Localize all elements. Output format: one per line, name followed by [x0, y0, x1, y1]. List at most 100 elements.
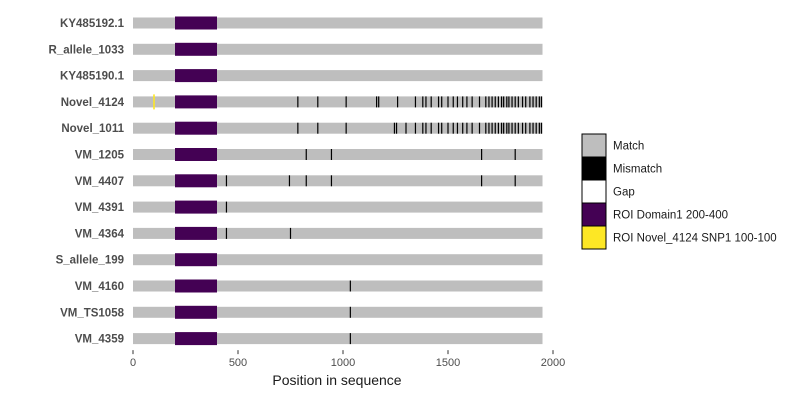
mismatch-mark [494, 96, 496, 108]
sequence-label: KY485192.1 [60, 18, 125, 30]
sequence-track: VM_4407 [75, 174, 543, 188]
roi-domain-bar [175, 174, 217, 188]
match-bar [133, 333, 543, 345]
mismatch-mark [491, 96, 493, 108]
legend-swatch [581, 133, 607, 158]
sequence-label: S_allele_199 [56, 255, 124, 267]
x-axis-title: Position in sequence [272, 372, 401, 388]
mismatch-mark [525, 96, 527, 108]
x-axis: 0 500 1000 1500 2000 [130, 350, 565, 369]
mismatch-mark [430, 122, 432, 134]
sequence-track: Novel_4124 [61, 94, 543, 110]
mismatch-mark [297, 96, 299, 108]
match-bar [133, 280, 543, 292]
mismatch-mark [297, 122, 299, 134]
mismatch-mark [491, 122, 493, 134]
sequence-track: KY485192.1 [60, 16, 543, 30]
sequence-label: VM_4364 [75, 228, 125, 240]
mismatch-mark [503, 96, 505, 108]
roi-domain-bar [175, 279, 217, 293]
mismatch-mark [500, 96, 503, 108]
roi-snp-mark [153, 94, 155, 110]
x-tick-label: 2000 [541, 357, 565, 369]
sequence-track: VM_TS1058 [60, 305, 543, 319]
mismatch-mark [511, 122, 513, 134]
mismatch-mark [405, 122, 407, 134]
mismatch-mark [414, 122, 417, 134]
mismatch-mark [540, 96, 543, 108]
mismatch-mark [514, 122, 516, 134]
mismatch-mark [535, 96, 537, 108]
sequence-track: Novel_1011 [61, 121, 543, 135]
mismatch-mark [345, 96, 347, 108]
mismatch-mark [462, 96, 464, 108]
mismatch-mark [393, 122, 396, 134]
mismatch-mark [525, 122, 527, 134]
mismatch-mark [514, 149, 516, 160]
sequence-track: VM_4359 [75, 332, 543, 346]
match-bar [133, 96, 543, 108]
roi-domain-bar [175, 253, 217, 267]
mismatch-mark [345, 122, 347, 134]
mismatch-mark [349, 280, 351, 292]
match-bar [133, 175, 543, 187]
legend-swatch [581, 179, 607, 204]
mismatch-mark [529, 96, 531, 108]
x-tick-label: 1500 [436, 357, 460, 369]
mismatch-mark [485, 96, 487, 108]
mismatch-mark [488, 96, 490, 108]
mismatch-mark [535, 122, 537, 134]
mismatch-mark [471, 122, 473, 134]
roi-domain-bar [175, 200, 217, 214]
mismatch-mark [447, 96, 449, 108]
legend-label: ROI Novel_4124 SNP1 100-100 [613, 233, 777, 245]
mismatch-mark [466, 122, 468, 134]
sequence-track: VM_1205 [75, 148, 543, 162]
mismatch-mark [288, 175, 291, 187]
mismatch-mark [529, 122, 531, 134]
legend-swatch [581, 156, 607, 181]
sequence-track: R_allele_1033 [49, 42, 543, 56]
mismatch-mark [466, 96, 468, 108]
mismatch-mark [481, 149, 483, 160]
roi-domain-bar [175, 69, 217, 83]
legend-label: ROI Domain1 200-400 [613, 210, 728, 222]
mismatch-mark [506, 122, 508, 134]
match-bar [133, 122, 543, 134]
match-bar [133, 306, 543, 318]
sequence-label: VM_1205 [75, 150, 125, 162]
mismatch-mark [511, 96, 513, 108]
mismatch-mark [485, 122, 487, 134]
roi-domain-bar [175, 226, 217, 240]
legend: Match Mismatch Gap ROI Domain1 200-400 ROI N… [581, 133, 777, 250]
sequence-label: VM_TS1058 [60, 307, 125, 319]
mismatch-mark [456, 96, 459, 108]
mismatch-mark [506, 96, 508, 108]
mismatch-mark [462, 122, 464, 134]
mismatch-mark [330, 149, 333, 160]
mismatch-mark [395, 122, 398, 134]
mismatch-mark [376, 96, 378, 108]
roi-domain-bar [175, 121, 217, 135]
roi-domain-bar [175, 95, 217, 109]
mismatch-mark [425, 122, 427, 134]
sequence-label: R_allele_1033 [49, 44, 124, 56]
match-bar [133, 254, 543, 266]
mismatch-mark [494, 122, 496, 134]
mismatch-mark [508, 122, 510, 134]
mismatch-mark [503, 122, 505, 134]
roi-domain-bar [175, 42, 217, 56]
match-bar [133, 201, 543, 213]
match-bar [133, 70, 543, 82]
sequence-label: VM_4160 [75, 281, 124, 293]
mismatch-mark [500, 122, 503, 134]
mismatch-mark [508, 96, 510, 108]
mismatch-mark [517, 96, 519, 108]
mismatch-mark [478, 96, 481, 108]
mismatch-mark [517, 122, 519, 134]
mismatch-mark [441, 96, 443, 108]
mismatch-mark [422, 122, 424, 134]
mismatch-mark [538, 96, 540, 108]
mismatch-mark [514, 96, 516, 108]
